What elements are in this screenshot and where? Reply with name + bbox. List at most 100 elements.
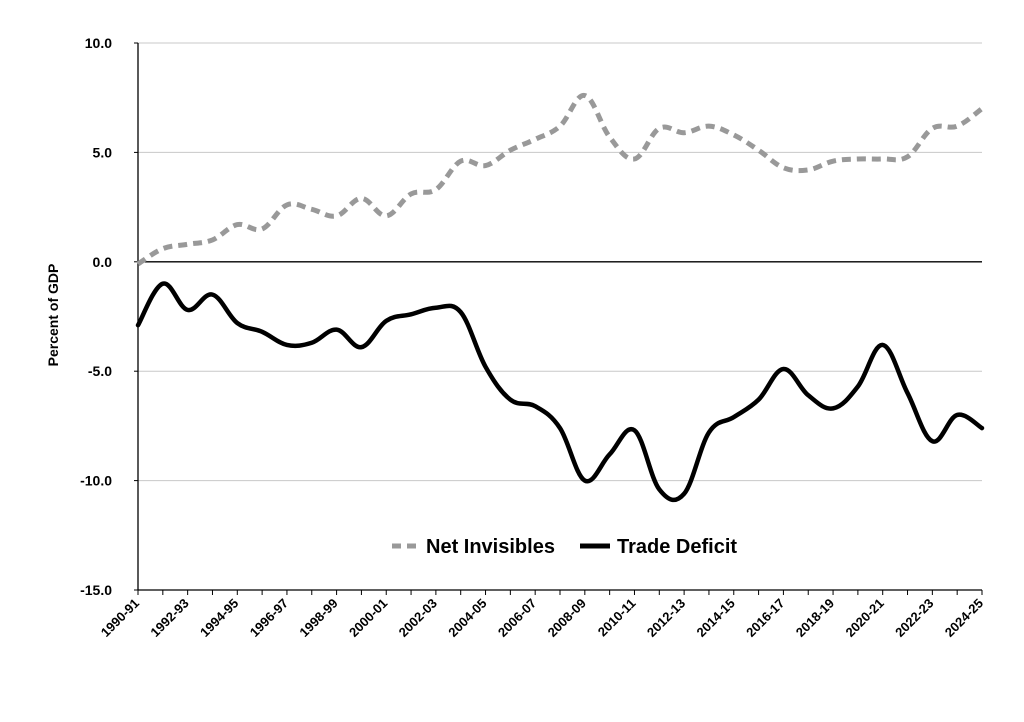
data-point-trade-deficit — [955, 413, 959, 417]
series-lines — [135, 93, 985, 503]
data-point-trade-deficit — [707, 430, 711, 434]
data-point-trade-deficit — [459, 310, 463, 314]
y-tick-label: -5.0 — [88, 363, 112, 379]
y-tick-label: 5.0 — [93, 144, 113, 160]
x-tick-label: 1992-93 — [147, 596, 191, 640]
data-point-trade-deficit — [831, 406, 835, 410]
x-tick-label: 2014-15 — [694, 596, 738, 640]
data-point-trade-deficit — [161, 282, 165, 286]
data-point-trade-deficit — [781, 367, 785, 371]
y-axis-label: Percent of GDP — [45, 264, 61, 367]
data-point-net-invisibles — [831, 159, 835, 163]
data-point-trade-deficit — [906, 391, 910, 395]
x-tick-label: 2016-17 — [743, 596, 787, 640]
data-point-net-invisibles — [558, 124, 562, 128]
x-tick-label: 1994-95 — [197, 596, 241, 640]
data-point-trade-deficit — [657, 487, 661, 491]
data-point-trade-deficit — [186, 308, 190, 312]
data-point-net-invisibles — [260, 227, 264, 231]
data-point-net-invisibles — [632, 157, 636, 161]
x-tick-label: 2000-01 — [346, 596, 390, 640]
x-tick-label: 2020-21 — [842, 596, 886, 640]
data-point-net-invisibles — [484, 164, 488, 168]
data-point-trade-deficit — [881, 343, 885, 347]
data-point-trade-deficit — [583, 479, 587, 483]
data-point-net-invisibles — [285, 203, 289, 207]
series-line-net-invisibles — [136, 93, 984, 267]
data-point-net-invisibles — [732, 133, 736, 137]
data-point-net-invisibles — [161, 247, 165, 251]
x-tick-label: 1990-91 — [98, 596, 142, 640]
x-tick-label: 2022-23 — [892, 596, 936, 640]
data-point-trade-deficit — [508, 398, 512, 402]
y-tick-label: 10.0 — [85, 35, 112, 51]
series-line-trade-deficit — [135, 281, 985, 503]
y-tick-label: 0.0 — [93, 254, 113, 270]
x-tick-label: 2018-19 — [793, 596, 837, 640]
data-point-trade-deficit — [632, 428, 636, 432]
data-point-trade-deficit — [335, 328, 339, 332]
x-tick-label: 1998-99 — [296, 596, 340, 640]
y-tick-labels: 10.0 5.0 0.0 -5.0 -10.0 -15.0 — [80, 35, 112, 598]
data-point-net-invisibles — [409, 192, 413, 196]
legend: Net Invisibles Trade Deficit — [392, 536, 737, 558]
legend-label-net-invisibles: Net Invisibles — [426, 536, 555, 558]
y-tick-label: -15.0 — [80, 582, 112, 598]
data-point-trade-deficit — [682, 492, 686, 496]
data-point-net-invisibles — [359, 196, 363, 200]
data-point-trade-deficit — [384, 319, 388, 323]
data-point-trade-deficit — [235, 321, 239, 325]
data-point-trade-deficit — [806, 393, 810, 397]
data-point-trade-deficit — [359, 345, 363, 349]
data-point-net-invisibles — [657, 126, 661, 130]
data-point-net-invisibles — [210, 238, 214, 242]
data-point-trade-deficit — [732, 415, 736, 419]
data-point-net-invisibles — [384, 214, 388, 218]
data-point-net-invisibles — [608, 135, 612, 139]
data-point-trade-deficit — [136, 323, 140, 327]
data-point-net-invisibles — [136, 262, 140, 266]
x-tick-label: 2006-07 — [495, 596, 539, 640]
data-point-net-invisibles — [508, 148, 512, 152]
x-tick-label: 1996-97 — [247, 596, 291, 640]
data-point-net-invisibles — [757, 148, 761, 152]
data-point-net-invisibles — [682, 131, 686, 135]
legend-label-trade-deficit: Trade Deficit — [617, 536, 737, 558]
data-point-net-invisibles — [186, 242, 190, 246]
data-point-net-invisibles — [235, 223, 239, 227]
data-point-net-invisibles — [310, 207, 314, 211]
data-point-trade-deficit — [558, 426, 562, 430]
x-tick-label: 2024-25 — [942, 596, 986, 640]
data-point-net-invisibles — [434, 188, 438, 192]
data-point-net-invisibles — [980, 107, 984, 111]
data-point-trade-deficit — [260, 330, 264, 334]
data-point-trade-deficit — [310, 341, 314, 345]
y-tick-label: -10.0 — [80, 473, 112, 489]
data-point-net-invisibles — [459, 159, 463, 163]
x-tick-label: 2002-03 — [396, 596, 440, 640]
data-point-trade-deficit — [210, 293, 214, 297]
x-tick-label: 2010-11 — [595, 596, 639, 640]
data-point-net-invisibles — [856, 157, 860, 161]
data-point-trade-deficit — [533, 404, 537, 408]
data-point-trade-deficit — [285, 343, 289, 347]
data-point-trade-deficit — [930, 439, 934, 443]
data-point-trade-deficit — [980, 426, 984, 430]
data-point-net-invisibles — [533, 137, 537, 141]
data-point-trade-deficit — [434, 306, 438, 310]
data-point-trade-deficit — [484, 365, 488, 369]
data-point-net-invisibles — [906, 155, 910, 159]
data-point-trade-deficit — [757, 398, 761, 402]
data-point-net-invisibles — [583, 94, 587, 98]
data-point-trade-deficit — [856, 385, 860, 389]
data-point-net-invisibles — [881, 157, 885, 161]
gridlines — [138, 42, 982, 482]
x-tick-label: 2004-05 — [445, 596, 489, 640]
data-point-trade-deficit — [409, 312, 413, 316]
data-point-net-invisibles — [707, 124, 711, 128]
x-tick-label: 2012-13 — [644, 596, 688, 640]
data-point-trade-deficit — [608, 452, 612, 456]
data-point-net-invisibles — [781, 166, 785, 170]
data-point-net-invisibles — [930, 126, 934, 130]
